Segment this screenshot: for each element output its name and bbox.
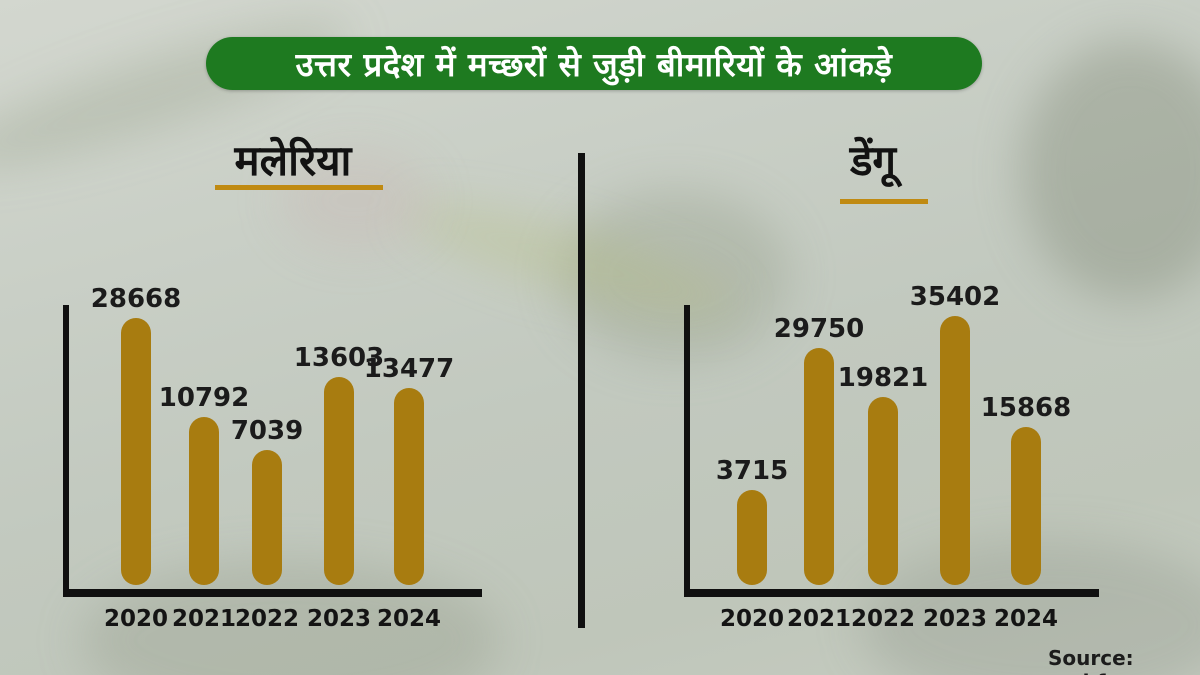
y-axis bbox=[63, 305, 69, 597]
category-label-2020: 2020 bbox=[103, 606, 169, 632]
category-label-2023: 2023 bbox=[922, 606, 988, 632]
bar-2020 bbox=[121, 318, 151, 585]
category-label-2020: 2020 bbox=[719, 606, 785, 632]
bar-2023 bbox=[324, 377, 354, 585]
x-axis bbox=[63, 589, 482, 597]
bar-2023 bbox=[940, 316, 970, 585]
y-axis bbox=[684, 305, 690, 597]
x-axis bbox=[684, 589, 1099, 597]
chart-title-dengue: डेंगू bbox=[849, 136, 897, 185]
bar-2020 bbox=[737, 490, 767, 585]
title-banner: उत्तर प्रदेश में मच्छरों से जुड़ी बीमारि… bbox=[206, 37, 982, 90]
bar-2021 bbox=[804, 348, 834, 585]
bar-2024 bbox=[1011, 427, 1041, 585]
source-label: Source: mohfw bbox=[1048, 646, 1134, 675]
bar-value-2021: 10792 bbox=[158, 383, 250, 413]
bar-value-2020: 28668 bbox=[90, 284, 182, 314]
bar-2022 bbox=[868, 397, 898, 585]
category-label-2022: 2022 bbox=[850, 606, 916, 632]
chart-title-underline-malaria bbox=[215, 185, 383, 190]
chart-title-malaria: मलेरिया bbox=[234, 136, 352, 185]
bar-2021 bbox=[189, 417, 219, 585]
category-label-2021: 2021 bbox=[171, 606, 237, 632]
dengue-bar-chart: 3715 2020 29750 2021 19821 2022 35402 2023 15868… bbox=[684, 284, 1099, 632]
bar-value-2023: 13603 bbox=[293, 343, 385, 373]
category-label-2023: 2023 bbox=[306, 606, 372, 632]
bar-value-2022: 19821 bbox=[837, 363, 929, 393]
category-label-2024: 2024 bbox=[993, 606, 1059, 632]
category-label-2024: 2024 bbox=[376, 606, 442, 632]
bar-value-2021: 29750 bbox=[773, 314, 865, 344]
bar-2022 bbox=[252, 450, 282, 585]
bar-value-2023: 35402 bbox=[909, 282, 1001, 312]
bar-2024 bbox=[394, 388, 424, 585]
bar-value-2024: 13477 bbox=[363, 354, 455, 384]
chart-title-underline-dengue bbox=[840, 199, 928, 204]
bar-value-2024: 15868 bbox=[980, 393, 1072, 423]
background-photo-blob bbox=[1020, 40, 1200, 300]
category-label-2021: 2021 bbox=[786, 606, 852, 632]
divider-line bbox=[578, 153, 585, 628]
bar-value-2020: 3715 bbox=[715, 456, 789, 486]
bar-value-2022: 7039 bbox=[230, 416, 304, 446]
category-label-2022: 2022 bbox=[234, 606, 300, 632]
page-title: उत्तर प्रदेश में मच्छरों से जुड़ी बीमारि… bbox=[295, 45, 893, 84]
malaria-bar-chart: 28668 2020 10792 2021 7039 2022 13603 2023 13477… bbox=[63, 286, 482, 632]
